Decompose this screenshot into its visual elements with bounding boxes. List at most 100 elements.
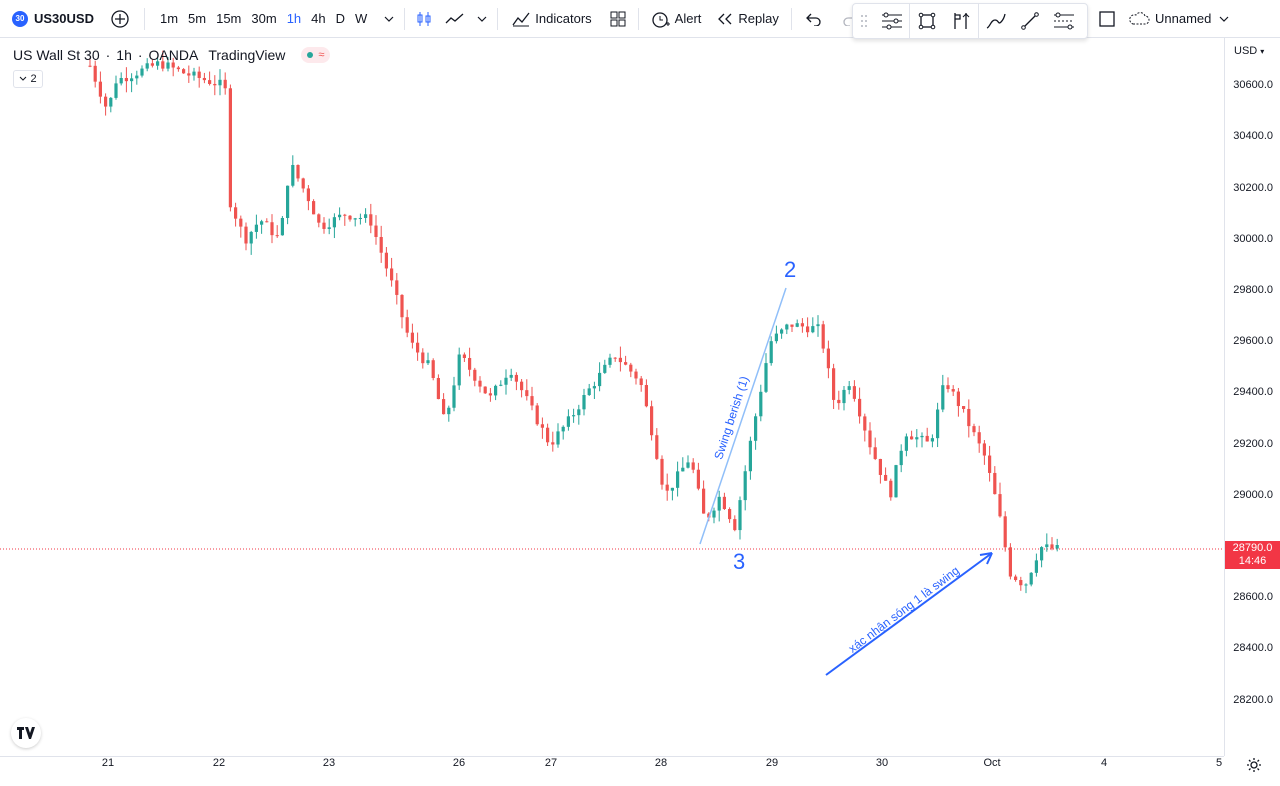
candle-body <box>754 416 758 441</box>
replay-button[interactable]: Replay <box>709 0 786 38</box>
candle-body <box>915 437 919 440</box>
templates-button[interactable] <box>602 0 634 38</box>
timeframe-w[interactable]: W <box>355 11 368 26</box>
candle-body <box>265 221 269 223</box>
compare-symbol-button[interactable] <box>100 0 140 38</box>
timeframe-5m[interactable]: 5m <box>188 11 207 26</box>
alert-button[interactable]: Alert <box>643 0 710 38</box>
price-range-tool[interactable] <box>944 4 978 38</box>
swing-trend-line[interactable] <box>699 287 787 545</box>
price-axis[interactable]: 30600.0 30400.0 30200.0 30000.0 29800.0 29600… <box>1224 38 1280 756</box>
candle-body <box>374 225 378 237</box>
legend-symbol-name: US Wall St 30 <box>13 47 100 63</box>
candle-body <box>218 79 222 86</box>
wave-2-label[interactable]: 2 <box>784 257 797 282</box>
candles-type-button[interactable] <box>409 0 439 38</box>
candle-body <box>582 395 586 410</box>
gear-icon[interactable] <box>1246 757 1262 777</box>
candle-body <box>639 378 643 386</box>
wave-3-label[interactable]: 3 <box>733 549 746 574</box>
layout-name-label: Unnamed <box>1155 11 1212 26</box>
candle-body <box>197 71 201 78</box>
candle-body <box>317 214 321 223</box>
candle-body <box>395 280 399 295</box>
plus-circle-icon <box>111 9 129 28</box>
rectangle-tool-icon <box>918 12 936 30</box>
candle-body <box>296 164 300 179</box>
candle-body <box>400 294 404 318</box>
symbol-search-button[interactable]: 30 US30USD <box>0 0 100 38</box>
time-tick: 28 <box>654 757 668 769</box>
curve-brush-icon <box>986 13 1006 29</box>
timeframe-1m[interactable]: 1m <box>159 11 179 26</box>
chart-pane[interactable] <box>0 38 1224 756</box>
drag-handle[interactable] <box>853 4 875 38</box>
price-tick: 29400.0 <box>1233 386 1273 399</box>
candle-body <box>811 326 815 333</box>
timeframe-30m[interactable]: 30m <box>251 11 277 26</box>
candle-body <box>769 341 773 364</box>
candle-body <box>514 374 518 382</box>
candle-body <box>416 342 420 353</box>
candle-body <box>936 409 940 439</box>
alert-label: Alert <box>674 11 702 26</box>
legend-separator: · <box>137 47 143 63</box>
separator <box>790 7 792 30</box>
brush-tool[interactable] <box>979 4 1013 38</box>
chart-legend[interactable]: US Wall St 30 · 1h · OANDA TradingView ≈ <box>13 47 331 63</box>
candle-body <box>702 488 706 514</box>
candle-body <box>483 386 487 394</box>
rectangle-tool[interactable] <box>910 4 944 38</box>
projection-tool[interactable] <box>1047 4 1081 38</box>
indicators-collapse-button[interactable]: 2 <box>13 70 43 88</box>
candle-body <box>868 430 872 448</box>
time-axis[interactable] <box>0 756 1224 781</box>
trend-line-tool[interactable] <box>1013 4 1047 38</box>
separator <box>497 7 499 30</box>
line-type-button[interactable] <box>439 0 471 38</box>
grid-icon <box>610 11 626 26</box>
timeframe-4h[interactable]: 4h <box>311 11 326 26</box>
candle-body <box>525 390 529 397</box>
candle-body <box>712 510 716 518</box>
candle-body <box>499 384 503 386</box>
timeframe-dropdown[interactable] <box>378 0 400 38</box>
indicators-button[interactable]: Indicators <box>502 0 601 38</box>
candle-body <box>249 231 253 244</box>
currency-selector[interactable]: USD ▾ <box>1234 45 1264 57</box>
rectangle-select-button[interactable] <box>1092 0 1122 38</box>
timeframe-1h[interactable]: 1h <box>286 11 302 26</box>
candle-body <box>88 65 92 67</box>
candle-body <box>312 201 316 215</box>
candle-body <box>832 368 836 400</box>
confirmation-arrow[interactable] <box>825 552 993 676</box>
indicator-count: 2 <box>30 73 37 85</box>
timeframe-d[interactable]: D <box>335 11 346 26</box>
candle-body <box>1045 544 1049 548</box>
candle-body <box>353 218 357 220</box>
candle-body <box>577 409 581 416</box>
timeframe-15m[interactable]: 15m <box>216 11 242 26</box>
candle-body <box>286 185 290 218</box>
tradingview-logo[interactable] <box>11 718 41 748</box>
candle-body <box>535 405 539 425</box>
candle-body <box>795 323 799 327</box>
horizontal-lines-tool[interactable] <box>875 4 909 38</box>
candle-body <box>140 68 144 76</box>
chart-type-dropdown[interactable] <box>471 0 493 38</box>
price-tick: 30400.0 <box>1233 130 1273 143</box>
candle-body <box>150 63 154 66</box>
undo-icon <box>805 13 821 26</box>
layout-name-button[interactable]: Unnamed <box>1122 0 1235 38</box>
candle-body <box>332 217 336 228</box>
candle-body <box>884 474 888 481</box>
market-status-badge[interactable]: ≈ <box>301 47 331 63</box>
candle-body <box>691 462 695 470</box>
candle-body <box>520 381 524 391</box>
candle-body <box>899 450 903 466</box>
candle-body <box>780 329 784 334</box>
candle-body <box>1040 547 1044 561</box>
candle-body <box>644 385 648 407</box>
undo-button[interactable] <box>796 0 832 38</box>
legend-interval: 1h <box>116 47 132 63</box>
